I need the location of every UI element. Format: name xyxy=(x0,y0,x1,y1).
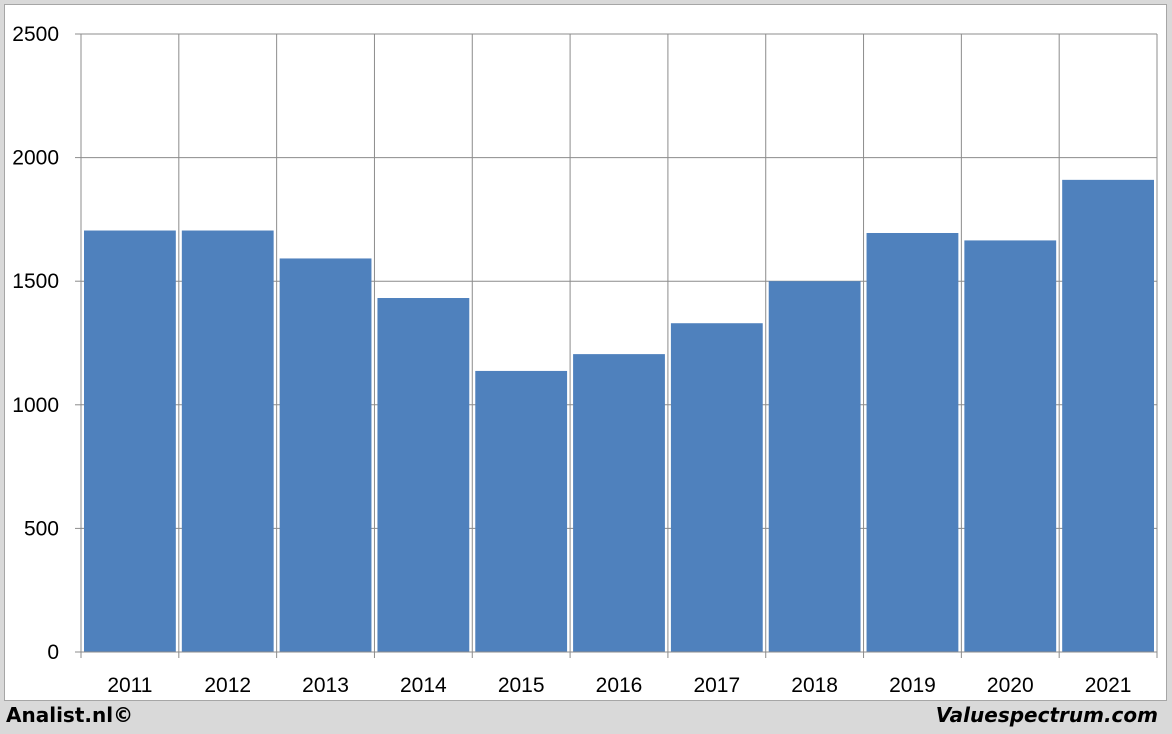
bar xyxy=(279,258,372,652)
x-tick-label: 2012 xyxy=(204,674,251,697)
x-tick-label: 2017 xyxy=(693,674,740,697)
bar xyxy=(866,232,959,652)
source-credit-left: Analist.nl© xyxy=(6,703,134,727)
x-tick-label: 2013 xyxy=(302,674,349,697)
y-tick-label: 500 xyxy=(24,517,59,540)
x-tick-label: 2015 xyxy=(498,674,545,697)
y-tick-label: 2000 xyxy=(12,147,59,170)
bar xyxy=(377,298,470,652)
bar xyxy=(181,230,274,653)
bar xyxy=(573,354,665,652)
bar xyxy=(84,230,176,653)
bar xyxy=(768,281,861,652)
y-tick-label: 1500 xyxy=(12,270,59,293)
y-tick-label: 0 xyxy=(47,641,59,664)
y-tick-label: 2500 xyxy=(12,23,59,46)
x-tick-label: 2011 xyxy=(107,674,152,697)
x-tick-label: 2014 xyxy=(400,674,447,697)
x-tick-label: 2021 xyxy=(1085,674,1132,697)
x-tick-label: 2020 xyxy=(987,674,1034,697)
x-tick-label: 2018 xyxy=(791,674,838,697)
bar xyxy=(1062,179,1154,652)
x-tick-label: 2019 xyxy=(889,674,936,697)
y-tick-label: 1000 xyxy=(12,394,59,417)
bar xyxy=(964,240,1057,653)
x-tick-label: 2016 xyxy=(596,674,643,697)
bar xyxy=(670,323,763,652)
bar xyxy=(475,370,568,652)
source-credit-right: Valuespectrum.com xyxy=(935,703,1158,727)
